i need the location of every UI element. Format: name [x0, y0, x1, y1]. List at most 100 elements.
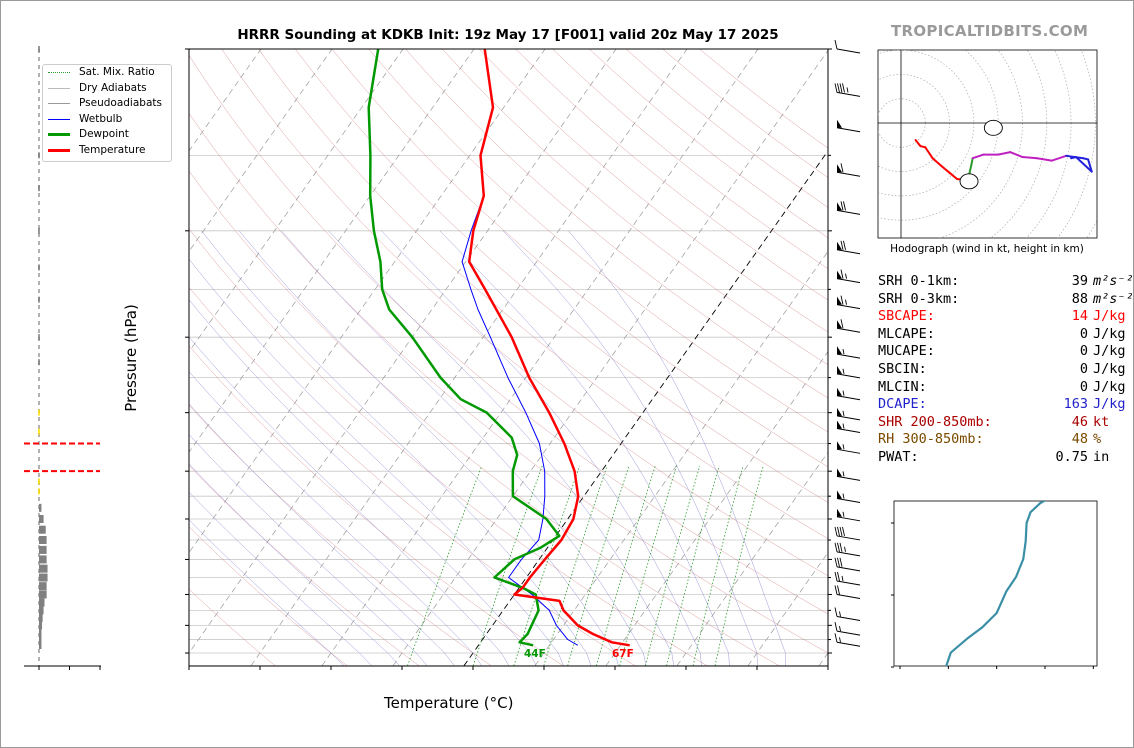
mixing-ratio-line	[666, 465, 720, 666]
barb-half-flag	[842, 390, 845, 396]
isotherm	[534, 250, 828, 666]
stat-label: SHR 200-850mb:	[878, 413, 992, 430]
barb-pennant	[837, 387, 842, 396]
dry-adiabat	[258, 49, 828, 539]
barb-pennant	[837, 468, 842, 477]
barb-flag	[840, 201, 844, 211]
surface-dewpoint-label: 44F	[524, 648, 546, 660]
barb-flag	[837, 83, 840, 93]
barb-flag	[842, 83, 845, 93]
mixing-ratio-line	[543, 465, 608, 666]
barb-pennant	[837, 407, 842, 416]
skewt-axes	[185, 48, 832, 670]
legend-item-dry-adiabats: Dry Adiabats	[43, 81, 171, 97]
mixing-ratio-line	[407, 465, 483, 666]
barb-shaft	[836, 395, 861, 401]
wind-barb	[834, 622, 861, 636]
barb-half-flag	[846, 87, 849, 93]
legend-text: Temperature	[79, 143, 146, 156]
stat-unit: J/kg	[1093, 343, 1126, 360]
stat-label: MLCIN:	[878, 378, 927, 395]
barb-pennant	[837, 365, 842, 374]
mixing-ratio-line	[619, 465, 677, 666]
stat-label: MLCAPE:	[878, 325, 935, 342]
barb-half-flag	[842, 493, 845, 499]
barb-shaft	[836, 516, 861, 522]
wind-barb	[834, 39, 861, 54]
omega-small-bar	[38, 478, 40, 485]
legend: Sat. Mix. Ratio Dry Adiabats Pseudoadiab…	[42, 64, 172, 162]
barb-shaft	[836, 580, 861, 586]
barb-flag	[834, 542, 838, 552]
omega-bar	[39, 515, 44, 524]
wind-barb	[836, 295, 861, 310]
moist-adiabat	[189, 371, 482, 666]
skewt-panel: Temperature (°C) Pressure (hPa) 44F 67F	[122, 48, 832, 712]
legend-text: Wetbulb	[79, 112, 123, 125]
barb-flag	[839, 526, 843, 537]
theta-e-panel	[891, 500, 1098, 669]
x-axis-label: Temperature (°C)	[383, 694, 513, 712]
stat-value: 46	[1071, 413, 1088, 430]
stat-unit: J/kg	[1093, 325, 1126, 342]
moist-adiabat	[502, 230, 758, 666]
dry-adiabat	[189, 228, 708, 666]
wind-barb	[836, 163, 861, 177]
dry-adiabat	[515, 49, 828, 301]
barb-flag	[842, 526, 845, 537]
mixing-ratio-line	[644, 465, 701, 666]
stat-value: 48	[1071, 431, 1088, 448]
barb-shaft	[836, 353, 861, 359]
barb-flag	[837, 526, 840, 537]
omega-small-bar	[38, 185, 40, 192]
barb-flag	[837, 571, 840, 582]
barb-flag	[837, 585, 840, 595]
moist-adiabat	[328, 230, 674, 666]
wind-barb	[836, 319, 861, 333]
stat-value: 163	[1063, 396, 1088, 413]
hodograph-segment	[1009, 151, 1024, 159]
barb-half-flag	[842, 349, 845, 355]
wind-barb	[836, 387, 861, 401]
theta-e-trace	[945, 501, 1047, 666]
barb-shaft	[836, 448, 861, 454]
barb-shaft	[836, 566, 861, 572]
barb-shaft	[836, 127, 861, 133]
hodograph-frame	[877, 49, 1098, 239]
barb-shaft	[836, 415, 861, 421]
barb-flag	[834, 585, 838, 595]
omega-small-bar	[38, 227, 40, 234]
barb-shaft	[836, 278, 861, 284]
stat-label: DCAPE:	[878, 396, 927, 413]
barb-flag	[834, 83, 838, 93]
wind-barb	[836, 407, 861, 421]
skewt-traces	[367, 49, 630, 647]
omega-bar	[39, 628, 42, 637]
moist-adiabat	[239, 230, 619, 666]
omega-small-bar	[38, 264, 40, 271]
omega-small-bar	[38, 428, 40, 435]
stat-unit: %	[1093, 431, 1102, 448]
dry-adiabat	[189, 170, 780, 666]
barb-shaft	[836, 48, 861, 54]
barb-flag	[834, 607, 838, 617]
omega-small-bar	[38, 334, 40, 341]
stat-value: 14	[1071, 308, 1088, 325]
temperature-trace	[467, 49, 630, 647]
moist-adiabat	[189, 336, 510, 666]
hodograph-segment	[931, 157, 944, 168]
dry-adiabat	[368, 49, 828, 433]
surface-annotations: 44F 67F	[524, 648, 634, 660]
omega-bar	[39, 606, 44, 615]
theta-e-frame	[893, 500, 1098, 667]
skewt-background-lines	[189, 49, 828, 666]
moist-adiabat	[189, 258, 564, 666]
omega-small-bar	[38, 152, 40, 159]
barb-half-flag	[842, 410, 845, 416]
dry-adiabat	[221, 49, 828, 577]
dry-adiabat	[189, 345, 564, 666]
wind-barb	[836, 420, 861, 434]
barb-shaft	[836, 327, 861, 333]
omega-panel	[24, 46, 101, 670]
hodograph-segment	[948, 171, 958, 180]
